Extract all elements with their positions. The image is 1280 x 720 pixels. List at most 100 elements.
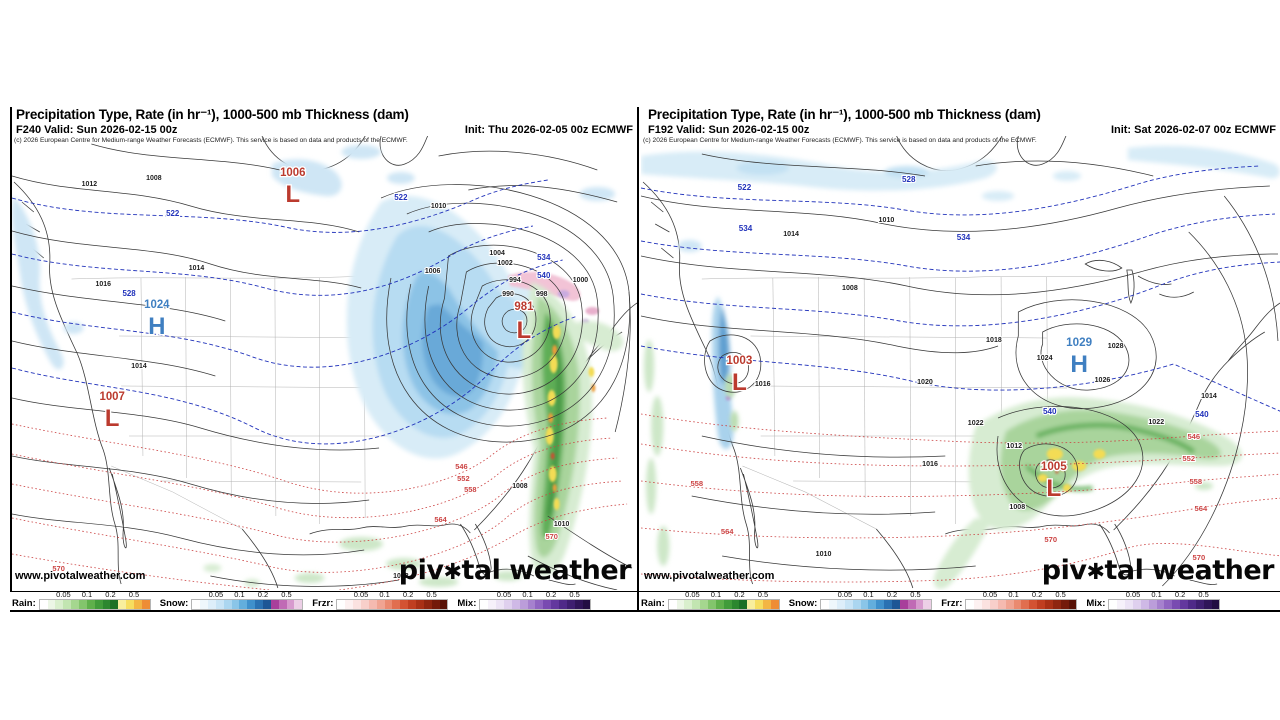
- low-marker-letter: L: [105, 405, 120, 432]
- isobar-label: 1016: [96, 281, 112, 288]
- thickness-label: 552: [457, 474, 469, 483]
- low-marker-value: 1003: [726, 355, 753, 367]
- isobars-layer: [641, 153, 1279, 587]
- legend-tick: 0.1: [234, 590, 245, 599]
- isobar-label: 1008: [512, 483, 528, 490]
- legend-swatch: [684, 600, 693, 609]
- legend-tick: 0.2: [545, 590, 557, 599]
- legend-swatch: [408, 600, 416, 609]
- legend-tick: 0.1: [1008, 590, 1019, 599]
- isobar-label: 1010: [431, 203, 447, 210]
- precip-heavy-cells: [545, 325, 596, 510]
- legend-label-frzr: Frzr:: [312, 598, 334, 609]
- isobar-label: 1002: [497, 260, 513, 267]
- legend-group-rain: Rain: 0.05 0.1 0.2 0.5: [641, 590, 780, 610]
- legend-swatch: [368, 600, 377, 609]
- legend-swatch: [966, 600, 975, 609]
- legend-ticks: 0.05 0.1 0.2 0.5: [668, 590, 780, 599]
- legend-swatch: [558, 600, 567, 609]
- thickness-label: 540: [537, 271, 551, 280]
- thickness-label: 558: [690, 479, 703, 488]
- thickness-warm-layer: [641, 413, 1280, 583]
- legend-tick: 0.05: [982, 590, 998, 599]
- low-marker-letter: L: [285, 181, 300, 208]
- legend-tick: 0.05: [56, 590, 71, 599]
- legend-swatch: [543, 600, 552, 609]
- thickness-label: 570: [1044, 535, 1057, 544]
- legend-swatch: [982, 600, 990, 609]
- valid-time-label: F192 Valid: Sun 2026-02-15 00z: [648, 124, 810, 136]
- panel-left-border: [10, 107, 12, 612]
- legend-tick: 0.2: [402, 590, 414, 599]
- legend-swatch: [110, 600, 119, 609]
- legend-swatch: [829, 600, 837, 609]
- legend-tick: 0.5: [569, 590, 580, 599]
- legend-tick: 0.1: [379, 590, 390, 599]
- legend-tick: 0.5: [1198, 590, 1209, 599]
- legend-swatch: [519, 600, 528, 609]
- pressure-markers: 1006 L 1024 H 1007 L 981 L: [98, 166, 535, 434]
- legend-swatch: [231, 600, 240, 609]
- isobar-label: 1022: [968, 420, 984, 427]
- legend-group-mix: Mix: 0.05 0.1 0.2 0.5: [457, 590, 592, 610]
- isobar-label: 1014: [783, 231, 799, 238]
- legend-group-snow: Snow: 0.05 0.1 0.2 0.5: [160, 590, 304, 610]
- thickness-label: 534: [739, 224, 753, 233]
- legend-swatch: [126, 600, 135, 609]
- legend-tick: 0.2: [734, 590, 745, 599]
- legend-tick: 0.05: [685, 590, 700, 599]
- legend-swatch: [551, 600, 559, 609]
- legend-swatch: [86, 600, 95, 609]
- isobar-label: 1020: [917, 379, 933, 386]
- panel-divider: [637, 107, 639, 612]
- legend-swatch: [1140, 600, 1149, 609]
- legend-swatch: [997, 600, 1006, 609]
- legend-tick: 0.2: [257, 590, 269, 599]
- legend-swatch: [294, 600, 303, 609]
- isobar-label: 1014: [1201, 393, 1217, 400]
- legend-ticks: 0.05 0.1 0.2 0.5: [39, 590, 151, 599]
- legend-swatch: [844, 600, 853, 609]
- legend-swatch: [574, 600, 583, 609]
- weather-map-f240[interactable]: (c) 2026 European Centre for Medium-rang…: [12, 136, 637, 590]
- legend-swatch: [899, 600, 908, 609]
- legend-tick: 0.1: [81, 590, 93, 599]
- forecast-panel-f240: Precipitation Type, Rate (in hr⁻¹), 1000…: [0, 107, 637, 612]
- pivotal-weather-logo: piv✱tal weather: [399, 555, 632, 586]
- legend-swatch: [215, 600, 224, 609]
- legend-swatch: [1148, 600, 1157, 609]
- legend-swatch: [39, 600, 48, 609]
- legend-colorbar-mix: [479, 599, 592, 610]
- legend-swatch: [360, 600, 369, 609]
- isobar-label: 1012: [1006, 443, 1022, 450]
- legend-group-mix: Mix: 0.05 0.1 0.2 0.5: [1086, 590, 1221, 610]
- legend-tick: 0.1: [1151, 590, 1162, 599]
- legend-swatch: [1068, 600, 1077, 609]
- high-marker-letter: H: [148, 313, 165, 340]
- legend-swatch: [207, 600, 216, 609]
- thickness-cold-layer: [12, 179, 578, 445]
- weather-map-f192[interactable]: (c) 2026 European Centre for Medium-rang…: [641, 136, 1280, 590]
- legend-swatch: [415, 600, 424, 609]
- isobar-label: 1010: [879, 217, 895, 224]
- legend-swatch: [723, 600, 732, 609]
- legend-swatch: [763, 600, 771, 609]
- isobar-label: 1016: [755, 381, 771, 388]
- isobar-labels: 1014 1010 1008 1016 1020 1022 1022 1018 …: [689, 174, 1218, 563]
- legend-swatch: [134, 600, 142, 609]
- thickness-label: 546: [1187, 432, 1200, 441]
- thickness-label: 522: [738, 183, 752, 192]
- thickness-label: 564: [434, 515, 447, 524]
- valid-time-label: F240 Valid: Sun 2026-02-15 00z: [16, 124, 178, 136]
- legend-colorbar-rain: [38, 599, 151, 610]
- legend-colorbar-snow: [820, 599, 933, 610]
- legend-tick: 0.5: [128, 590, 140, 599]
- thickness-label: 546: [455, 462, 467, 471]
- isobar-label: 1010: [816, 551, 832, 558]
- legend-swatch: [496, 600, 504, 609]
- legend-swatch: [1187, 600, 1196, 609]
- legend-ticks: 0.05 0.1 0.2 0.5: [965, 590, 1077, 599]
- legend-swatch: [1037, 600, 1045, 609]
- legend-swatch: [431, 600, 440, 609]
- legend-tick: 0.1: [522, 590, 533, 599]
